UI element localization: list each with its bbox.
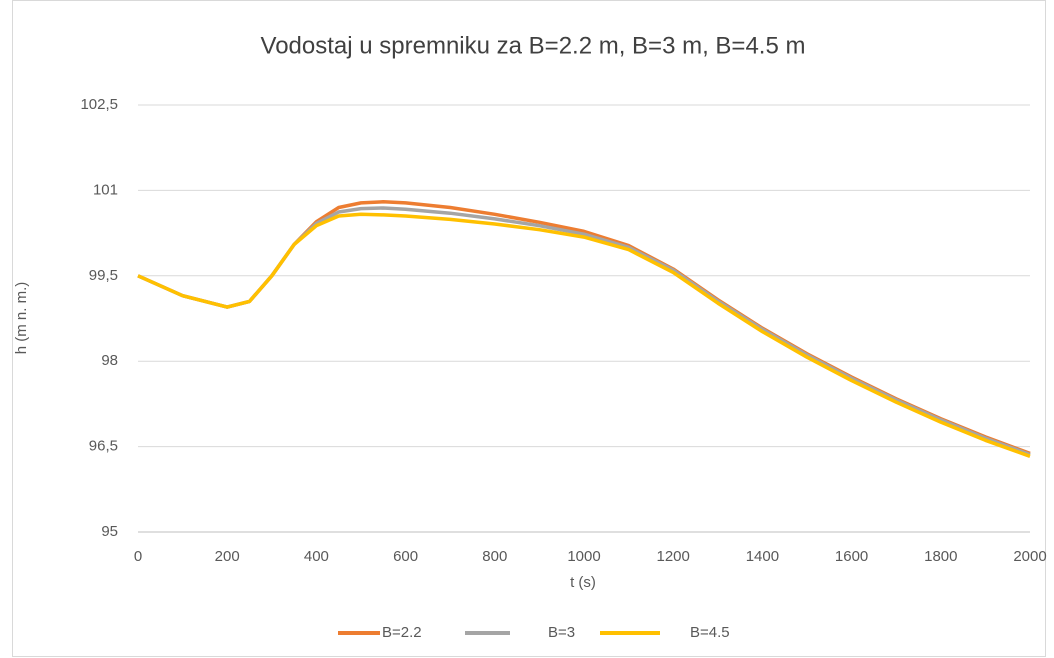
y-tick-label: 99,5 xyxy=(89,267,118,284)
x-tick-label: 400 xyxy=(304,548,329,565)
y-tick-label: 101 xyxy=(93,181,118,198)
x-tick-label: 1600 xyxy=(835,548,868,565)
x-tick-label: 2000 xyxy=(1013,548,1046,565)
x-axis-title: t (s) xyxy=(570,574,596,591)
y-axis-title: h (m n. m.) xyxy=(13,282,30,355)
x-tick-label: 200 xyxy=(215,548,240,565)
chart-frame xyxy=(12,0,1046,657)
x-tick-label: 800 xyxy=(482,548,507,565)
x-tick-label: 1400 xyxy=(746,548,779,565)
x-tick-label: 0 xyxy=(134,548,142,565)
y-tick-label: 98 xyxy=(101,352,118,369)
y-tick-label: 95 xyxy=(101,523,118,540)
legend-label: B=3 xyxy=(548,624,575,641)
legend-label: B=2.2 xyxy=(382,624,422,641)
series-line xyxy=(137,212,1031,458)
x-tick-label: 1800 xyxy=(924,548,957,565)
y-tick-label: 102,5 xyxy=(80,96,118,113)
legend-label: B=4.5 xyxy=(690,624,730,641)
x-tick-label: 600 xyxy=(393,548,418,565)
x-tick-label: 1000 xyxy=(567,548,600,565)
x-tick-label: 1200 xyxy=(657,548,690,565)
y-tick-label: 96,5 xyxy=(89,438,118,455)
chart-title: Vodostaj u spremniku za B=2.2 m, B=3 m, … xyxy=(261,32,806,59)
